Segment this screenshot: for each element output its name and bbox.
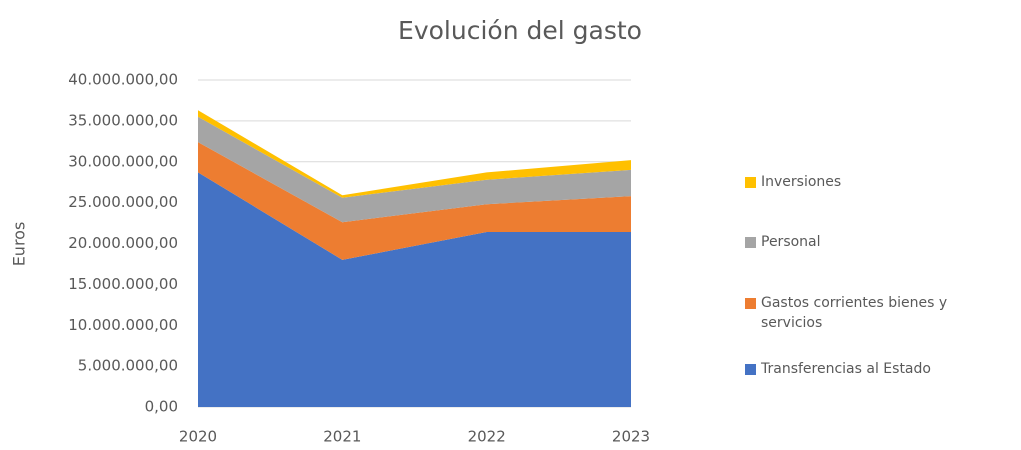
x-tick-label: 2023	[612, 428, 650, 446]
legend-label: Inversiones	[761, 174, 842, 190]
y-tick-label: 20.000.000,00	[68, 234, 178, 252]
y-tick-label: 30.000.000,00	[68, 152, 178, 170]
y-tick-label: 15.000.000,00	[68, 275, 178, 293]
legend-label: Transferencias al Estado	[761, 361, 931, 377]
y-tick-label: 40.000.000,00	[68, 71, 178, 89]
legend-label: Gastos corrientes bienes y servicios	[761, 295, 948, 331]
legend-item: Personal	[745, 232, 1007, 252]
x-tick-label: 2020	[179, 428, 217, 446]
legend-swatch	[745, 298, 756, 309]
legend-swatch	[745, 364, 756, 375]
chart-title: Evolución del gasto	[398, 16, 642, 45]
y-axis-label: Euros	[10, 222, 29, 267]
legend-item: Inversiones	[745, 172, 1007, 192]
x-tick-label: 2021	[323, 428, 361, 446]
y-tick-label: 0,00	[145, 398, 178, 416]
legend-item: Transferencias al Estado	[745, 359, 1007, 379]
y-tick-label: 5.000.000,00	[78, 357, 178, 375]
legend-swatch	[745, 177, 756, 188]
y-tick-label: 35.000.000,00	[68, 111, 178, 129]
legend-item: Gastos corrientes bienes y servicios	[745, 293, 1007, 333]
y-tick-label: 10.000.000,00	[68, 316, 178, 334]
legend-swatch	[745, 237, 756, 248]
area	[198, 142, 631, 260]
area	[198, 110, 631, 198]
x-tick-label: 2022	[468, 428, 506, 446]
area	[198, 172, 631, 407]
legend-label: Personal	[761, 234, 821, 250]
y-tick-label: 25.000.000,00	[68, 193, 178, 211]
area	[198, 116, 631, 223]
